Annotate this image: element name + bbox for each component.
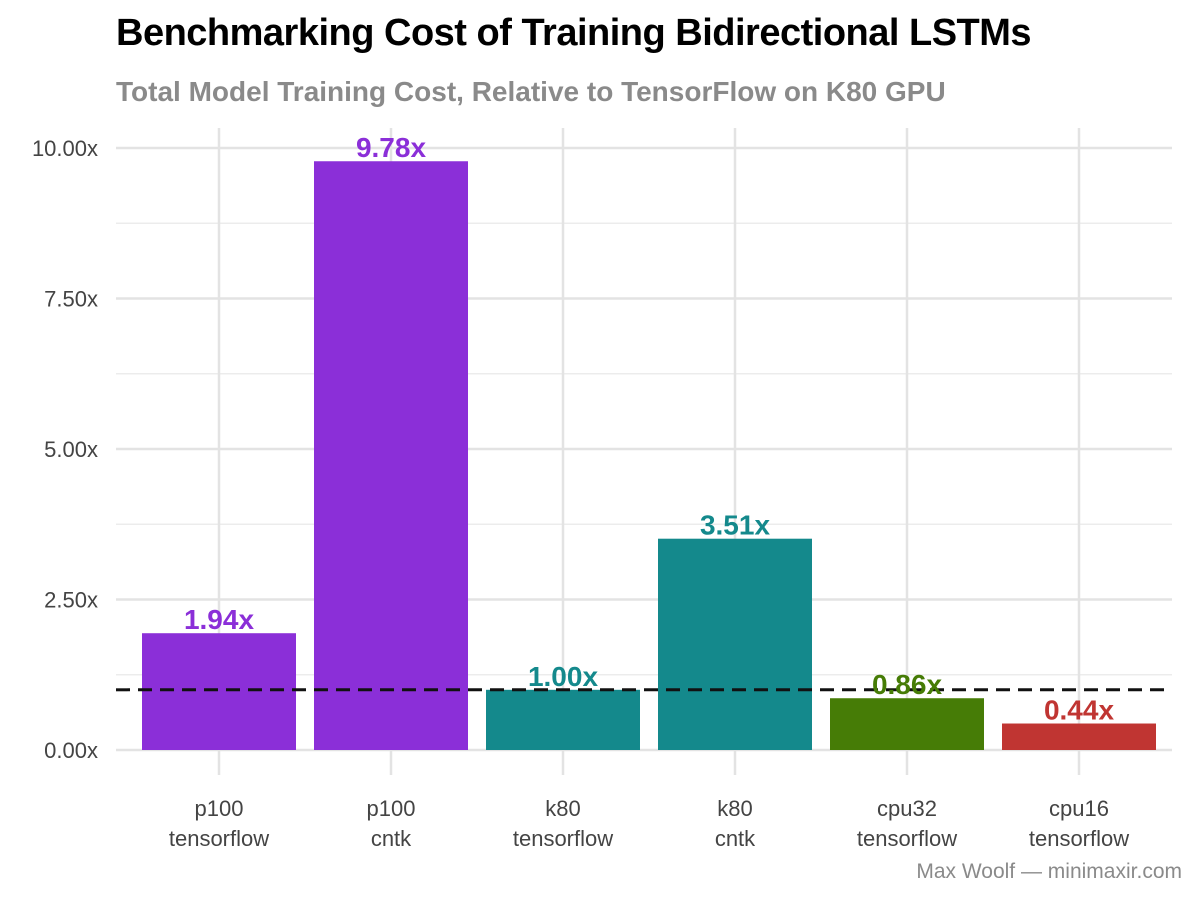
x-tick-label-line: cpu16 [1049,796,1109,821]
bar [142,633,296,750]
x-tick-label-line: k80 [545,796,580,821]
x-tick-label-line: tensorflow [513,826,613,851]
data-label: 1.94x [184,604,254,635]
x-tick-label-line: k80 [717,796,752,821]
y-tick-label: 0.00x [44,738,98,763]
x-tick-label: k80 tensorflow [513,796,613,851]
x-tick-label-line: tensorflow [857,826,957,851]
x-tick-label-line: cntk [371,826,412,851]
x-tick-label-line: p100 [367,796,416,821]
data-label: 0.86x [872,669,942,700]
data-labels: 1.94x 9.78x 1.00x 3.51x 0.86x 0.44x [184,132,1114,725]
bar [314,161,468,750]
x-tick-label: cpu32 tensorflow [857,796,957,851]
x-tick-label-line: tensorflow [1029,826,1129,851]
x-axis-ticks: p100 tensorflow p100 cntk k80 tensorflow k80 cn… [169,796,1129,851]
x-tick-label-line: p100 [195,796,244,821]
y-tick-label: 7.50x [44,287,98,312]
x-tick-label-line: cntk [715,826,756,851]
chart-subtitle: Total Model Training Cost, Relative to T… [116,76,946,107]
x-tick-label-line: tensorflow [169,826,269,851]
bar [830,698,984,750]
bar [1002,723,1156,750]
chart-title: Benchmarking Cost of Training Bidirectio… [116,12,1032,54]
bar [658,538,812,750]
x-tick-label-line: cpu32 [877,796,937,821]
y-tick-label: 2.50x [44,588,98,613]
y-tick-label: 10.00x [32,136,98,161]
y-tick-label: 5.00x [44,437,98,462]
data-label: 9.78x [356,132,426,163]
y-axis-ticks: 0.00x 2.50x 5.00x 7.50x 10.00x [32,136,98,763]
bar [486,689,640,750]
data-label: 3.51x [700,510,770,541]
bars [142,161,1156,750]
x-tick-label: k80 cntk [715,796,756,851]
x-tick-label: cpu16 tensorflow [1029,796,1129,851]
x-tick-label: p100 tensorflow [169,796,269,851]
data-label: 0.44x [1044,695,1114,726]
chart-caption: Max Woolf — minimaxir.com [916,860,1182,883]
data-label: 1.00x [528,661,598,692]
x-tick-label: p100 cntk [367,796,416,851]
